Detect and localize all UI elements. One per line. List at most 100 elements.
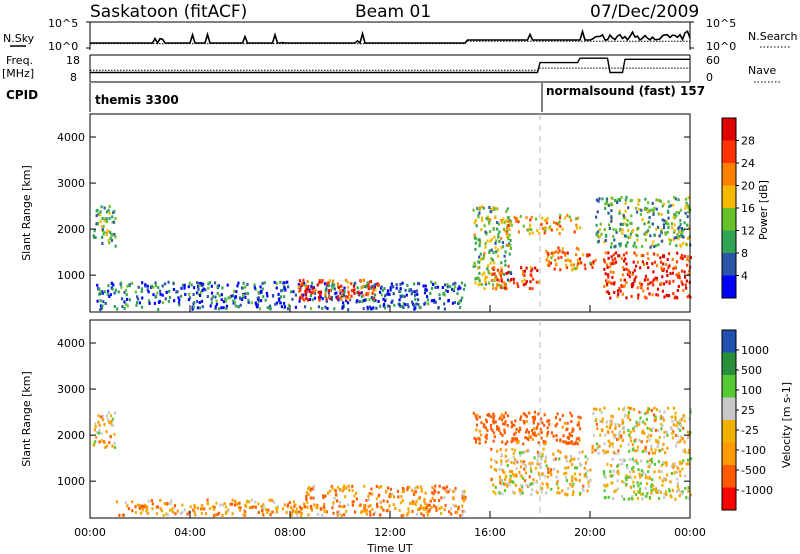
data-cell <box>619 444 622 448</box>
data-cell <box>446 283 449 287</box>
data-cell <box>339 291 342 295</box>
data-cell <box>515 441 518 445</box>
data-cell <box>610 474 613 478</box>
data-cell <box>670 464 674 468</box>
data-cell <box>365 512 368 516</box>
data-cell <box>592 262 595 266</box>
data-cell <box>405 293 408 297</box>
data-cell <box>609 262 612 265</box>
data-cell <box>656 444 659 448</box>
data-cell <box>521 476 525 480</box>
data-cell <box>621 284 624 288</box>
data-cell <box>463 489 466 493</box>
data-cell <box>215 299 218 303</box>
data-cell <box>617 469 620 473</box>
data-cell <box>500 269 503 272</box>
data-cell <box>217 307 221 311</box>
data-cell <box>649 458 652 462</box>
data-cell <box>507 220 510 223</box>
data-cell <box>501 271 504 275</box>
data-cell <box>651 293 654 297</box>
power-colorbar-label: Power [dB] <box>757 180 770 240</box>
data-cell <box>557 251 560 254</box>
data-cell <box>416 292 419 296</box>
data-cell <box>225 510 228 514</box>
data-cell <box>493 278 496 281</box>
data-cell <box>687 207 690 211</box>
data-cell <box>665 461 668 465</box>
data-cell <box>277 292 280 296</box>
data-cell <box>522 442 525 446</box>
data-cell <box>362 294 365 298</box>
data-cell <box>161 293 164 297</box>
data-cell <box>406 488 409 492</box>
data-cell <box>633 279 636 283</box>
data-cell <box>500 279 503 283</box>
data-cell <box>611 275 614 279</box>
data-cell <box>443 508 446 512</box>
data-cell <box>325 510 329 514</box>
data-cell <box>643 222 646 226</box>
data-cell <box>343 286 346 290</box>
data-cell <box>598 235 601 238</box>
data-cell <box>550 431 553 435</box>
data-cell <box>506 464 509 467</box>
data-cell <box>283 286 286 290</box>
data-cell <box>413 304 416 308</box>
data-cell <box>306 501 309 505</box>
data-cell <box>310 284 313 288</box>
data-cell <box>661 424 664 428</box>
data-cell <box>136 295 139 299</box>
data-cell <box>654 244 658 248</box>
data-cell <box>298 510 301 514</box>
data-cell <box>629 435 632 439</box>
data-cell <box>673 464 676 467</box>
data-cell <box>671 431 674 435</box>
data-cell <box>675 465 678 469</box>
data-cell <box>171 510 175 514</box>
data-cell <box>453 300 456 304</box>
data-cell <box>496 268 499 272</box>
data-cell <box>502 245 505 249</box>
data-cell <box>305 494 308 498</box>
data-cell <box>239 303 242 307</box>
data-cell <box>113 291 116 295</box>
data-cell <box>653 245 656 249</box>
data-cell <box>536 491 539 495</box>
data-cell <box>489 217 492 221</box>
data-cell <box>246 292 250 296</box>
data-cell <box>278 299 281 303</box>
data-cell <box>367 287 370 291</box>
data-cell <box>501 492 504 496</box>
data-cell <box>276 507 279 511</box>
data-cell <box>340 514 343 517</box>
data-cell <box>544 226 547 230</box>
data-cell <box>586 469 589 473</box>
data-cell <box>614 228 618 232</box>
data-cell <box>513 433 516 437</box>
data-cell <box>177 296 180 300</box>
data-cell <box>571 493 574 497</box>
colorbar-segment <box>722 275 736 298</box>
y-tick-label: 2000 <box>57 223 85 236</box>
data-cell <box>490 207 493 211</box>
data-cell <box>499 448 502 452</box>
data-cell <box>347 484 350 488</box>
data-cell <box>375 484 378 488</box>
data-cell <box>365 499 368 502</box>
data-cell <box>674 434 677 437</box>
data-cell <box>331 506 334 510</box>
data-cell <box>682 459 685 463</box>
data-cell <box>632 260 635 264</box>
data-cell <box>389 494 392 498</box>
data-cell <box>492 251 495 255</box>
data-cell <box>138 301 141 305</box>
data-cell <box>281 507 285 511</box>
data-cell <box>576 442 579 446</box>
data-cell <box>625 482 628 486</box>
data-cell <box>429 499 432 503</box>
data-cell <box>320 507 323 511</box>
data-cell <box>672 463 675 467</box>
